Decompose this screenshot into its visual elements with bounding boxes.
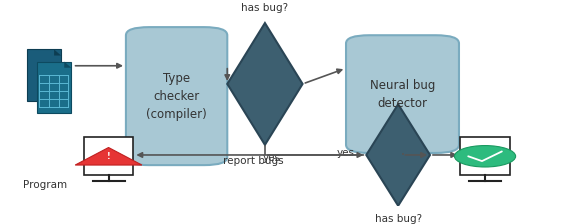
- FancyBboxPatch shape: [37, 62, 71, 113]
- Circle shape: [455, 146, 516, 167]
- Text: Type
checker
(compiler): Type checker (compiler): [146, 72, 207, 121]
- Text: !: !: [107, 152, 111, 161]
- Text: has bug?: has bug?: [242, 3, 289, 13]
- Polygon shape: [366, 104, 430, 206]
- FancyBboxPatch shape: [126, 27, 228, 165]
- FancyBboxPatch shape: [27, 50, 61, 101]
- Text: Program: Program: [23, 180, 67, 190]
- Text: yes: yes: [337, 148, 354, 158]
- Polygon shape: [54, 50, 61, 56]
- Polygon shape: [228, 23, 303, 145]
- Polygon shape: [75, 148, 142, 165]
- FancyBboxPatch shape: [346, 35, 459, 153]
- Text: yes: yes: [263, 153, 281, 163]
- Text: report bugs: report bugs: [223, 156, 283, 166]
- FancyBboxPatch shape: [84, 137, 133, 175]
- Text: has bug?: has bug?: [375, 214, 422, 224]
- FancyBboxPatch shape: [460, 137, 510, 175]
- Polygon shape: [64, 62, 71, 68]
- Text: Neural bug
detector: Neural bug detector: [370, 79, 435, 110]
